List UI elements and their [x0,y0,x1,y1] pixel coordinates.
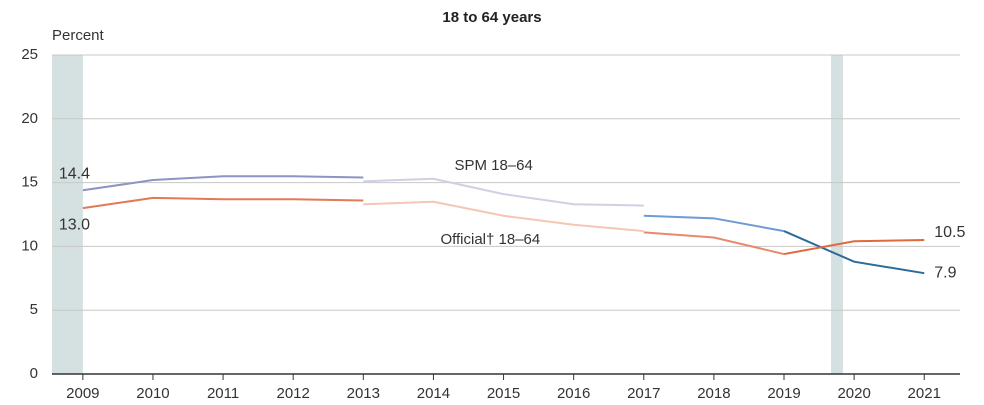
annotation: Official† 18–64 [440,231,540,248]
data-label: 10.5 [934,224,965,241]
data-label: 13.0 [59,216,90,233]
series-line [643,214,785,233]
series-line [783,230,925,275]
data-label: 14.4 [59,165,90,182]
data-label: 7.9 [934,264,956,281]
x-tick-label: 2019 [767,385,800,402]
y-tick-label: 25 [21,46,38,63]
y-axis-label: Percent [52,27,105,44]
x-tick-label: 2015 [487,385,520,402]
y-tick-label: 10 [21,237,38,254]
series-line [643,231,785,256]
annotation: SPM 18–64 [454,157,532,174]
x-tick-label: 2011 [207,385,239,402]
series-line [82,196,364,210]
x-tick-label: 2013 [347,385,380,402]
x-tick-label: 2018 [697,385,730,402]
series-line [783,239,925,256]
x-tick-label: 2017 [627,385,660,402]
series-line [363,200,644,233]
series-line [82,175,364,192]
y-tick-label: 20 [21,110,38,127]
x-tick-label: 2021 [908,385,941,402]
x-tick-label: 2012 [277,385,310,402]
chart-title: 18 to 64 years [442,9,541,26]
shaded-period [52,55,83,374]
y-tick-label: 0 [30,365,38,382]
x-tick-label: 2014 [417,385,450,402]
series-line [363,177,644,207]
y-tick-label: 15 [21,174,38,191]
x-tick-label: 2020 [837,385,870,402]
x-tick-label: 2016 [557,385,590,402]
x-tick-label: 2010 [136,385,169,402]
y-tick-label: 5 [30,301,38,318]
x-tick-label: 2009 [66,385,99,402]
shaded-period [830,55,843,374]
